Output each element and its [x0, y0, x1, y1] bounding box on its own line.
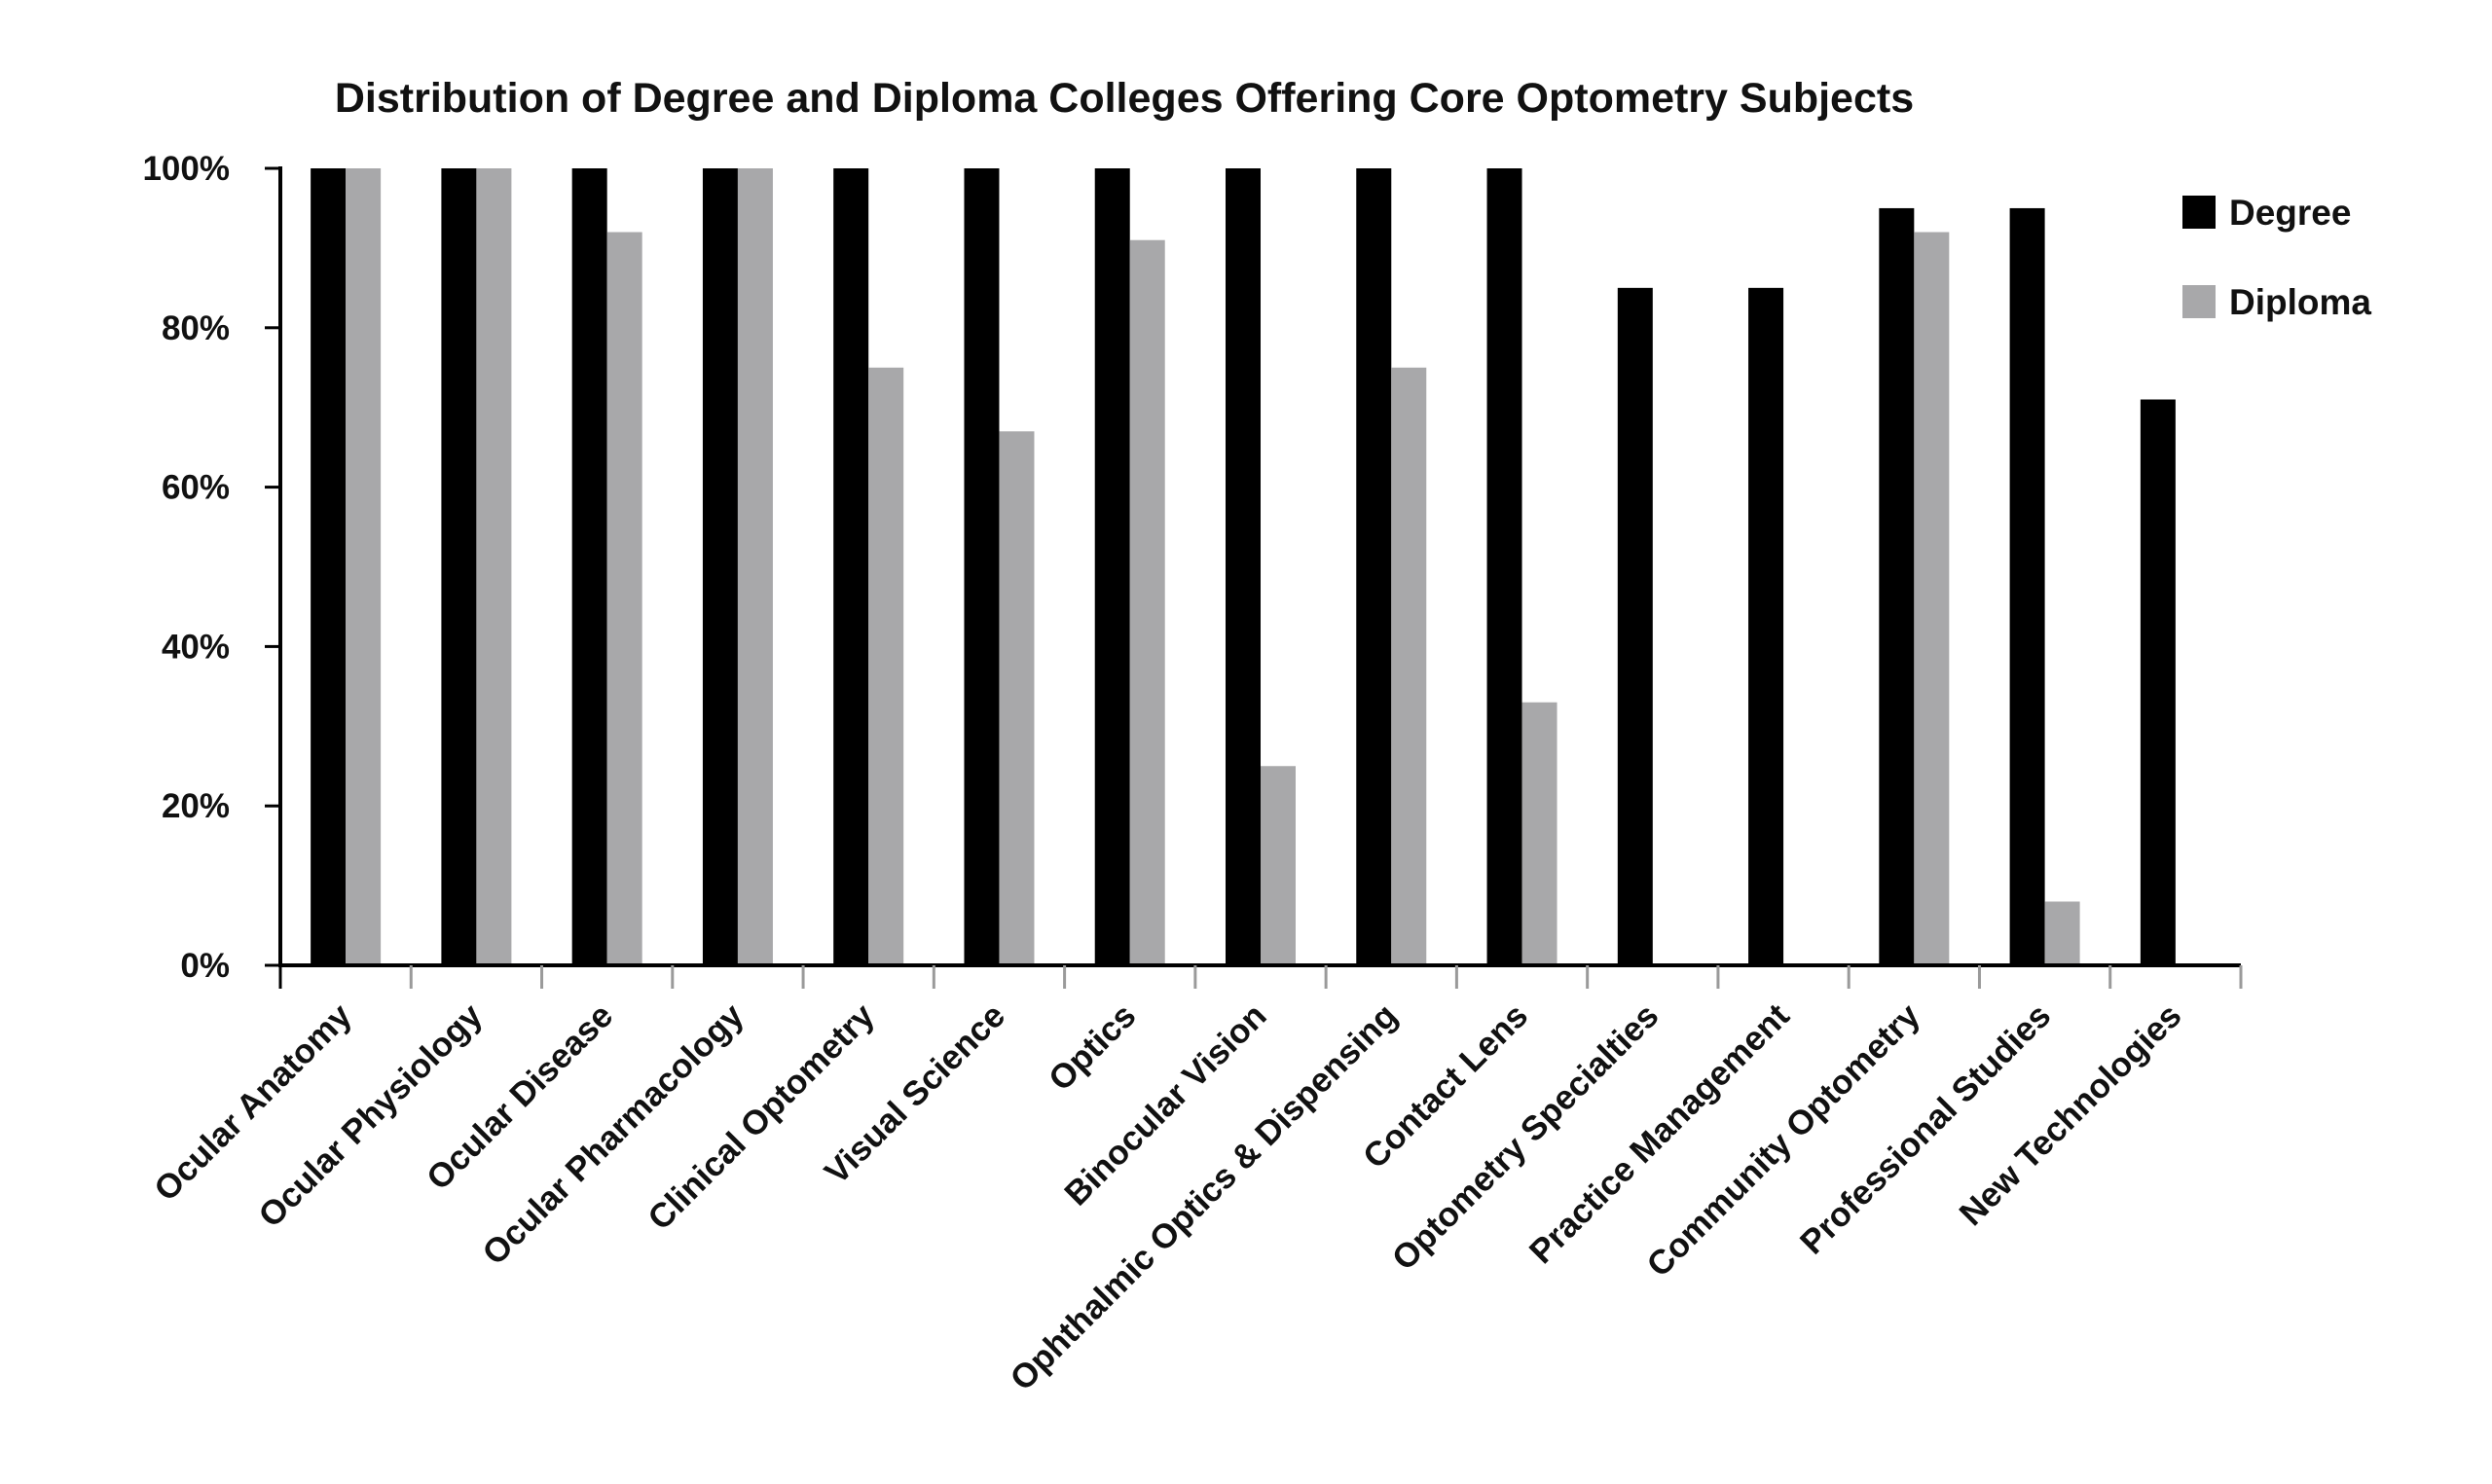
bar-diploma-13 — [1914, 232, 1950, 965]
x-tick-label: Optometry Specialties — [1385, 996, 1667, 1278]
bar-degree-3 — [571, 168, 607, 965]
bar-diploma-14 — [2044, 901, 2080, 965]
y-tick-label: 60% — [162, 469, 230, 507]
bar-degree-8 — [1226, 168, 1261, 965]
y-axis-ticks: 0% 20% 40% 60% 80% 100% — [142, 150, 280, 985]
bar-degree-12 — [1748, 287, 1784, 966]
x-tick-label: Clinical Optometry — [641, 996, 882, 1238]
bar-degree-2 — [441, 168, 477, 965]
bar-diploma-8 — [1261, 766, 1296, 965]
x-tick-label: Optics — [1042, 996, 1144, 1099]
y-tick-label: 0% — [180, 947, 230, 985]
x-tick-label: Practice Management — [1522, 996, 1797, 1271]
bar-degree-10 — [1486, 168, 1522, 965]
bar-degree-9 — [1356, 168, 1392, 965]
bar-degree-1 — [311, 168, 347, 965]
bars-layer — [311, 168, 2176, 966]
bar-degree-15 — [2140, 399, 2176, 965]
x-tick-label: Ocular Pharmacology — [475, 996, 751, 1273]
chart-title: Distribution of Degree and Diploma Colle… — [335, 75, 1914, 122]
bar-diploma-10 — [1521, 702, 1558, 965]
bar-degree-5 — [833, 168, 869, 965]
bar-diploma-9 — [1391, 367, 1427, 965]
legend: Degree Diploma — [2182, 193, 2371, 322]
bar-diploma-6 — [999, 431, 1035, 965]
bar-degree-14 — [2009, 207, 2045, 965]
bar-degree-4 — [702, 168, 738, 965]
bar-diploma-1 — [346, 168, 382, 965]
legend-label-diploma: Diploma — [2229, 282, 2371, 322]
x-tick-label: Professional Studies — [1793, 996, 2058, 1261]
bar-degree-13 — [1879, 207, 1915, 965]
bar-diploma-4 — [737, 168, 773, 965]
legend-swatch-diploma — [2182, 285, 2216, 318]
bar-degree-11 — [1617, 287, 1653, 966]
bar-diploma-2 — [476, 168, 512, 965]
x-tick-label: Ocular Physiology — [251, 996, 490, 1235]
bar-diploma-5 — [868, 367, 904, 965]
legend-label-degree: Degree — [2229, 193, 2351, 233]
y-tick-label: 40% — [162, 628, 230, 666]
bar-diploma-7 — [1129, 239, 1165, 965]
bar-degree-6 — [964, 168, 1000, 965]
legend-swatch-degree — [2182, 196, 2216, 229]
x-tick-label: Community Optometry — [1639, 996, 1927, 1285]
bar-diploma-3 — [606, 232, 642, 965]
bar-degree-7 — [1094, 168, 1130, 965]
axes-layer — [278, 166, 2243, 989]
x-tick-label: New Technologies — [1953, 996, 2189, 1233]
y-tick-label: 80% — [162, 309, 230, 347]
y-tick-label: 20% — [162, 787, 230, 825]
y-tick-label: 100% — [142, 150, 230, 188]
